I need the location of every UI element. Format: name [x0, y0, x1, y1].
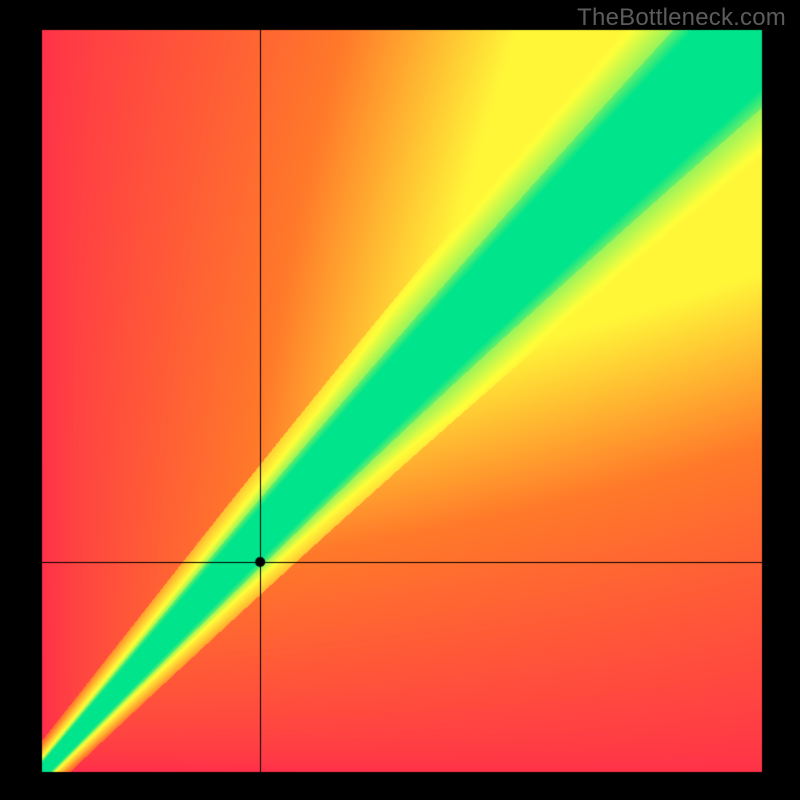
chart-container: TheBottleneck.com — [0, 0, 800, 800]
watermark-text: TheBottleneck.com — [577, 4, 786, 32]
heatmap-canvas — [0, 0, 800, 800]
